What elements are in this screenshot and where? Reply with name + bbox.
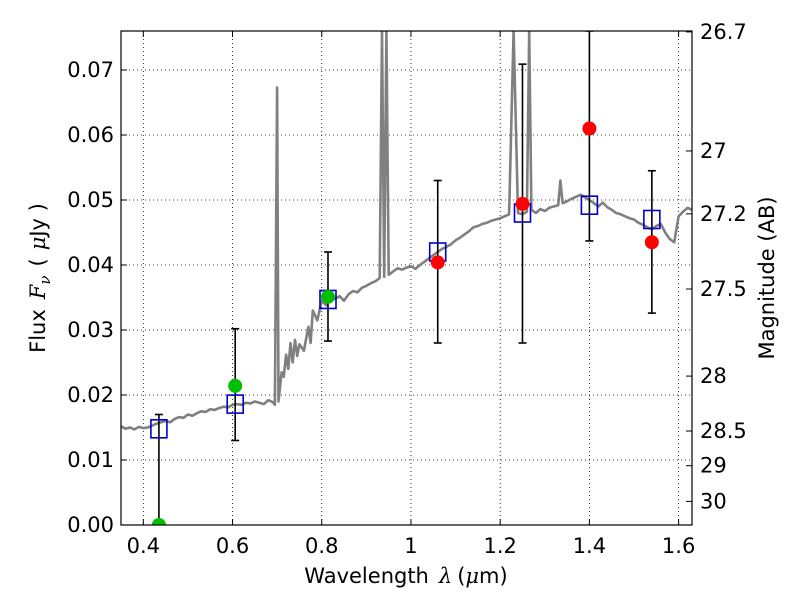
observation-point (644, 235, 659, 250)
y2-tick-label: 29 (700, 454, 727, 478)
observation-point (228, 378, 243, 393)
axes: 0.00 0.01 0.02 0.03 0.04 0.05 0.06 0.07 0.4 0.6 0.… (67, 20, 747, 558)
model-point-square (580, 195, 599, 215)
y-tick-label: 0.01 (67, 448, 114, 472)
observation-point (320, 289, 335, 304)
y-tick-label: 0.07 (67, 58, 114, 82)
observation-point (151, 518, 166, 525)
y-tick-label: 0.02 (67, 383, 114, 407)
x-tick-label: 0.6 (216, 534, 249, 558)
plot-area (121, 31, 692, 525)
y-tick-label: 0.03 (67, 318, 114, 342)
observation-point (430, 255, 445, 270)
plot-frame (120, 30, 693, 526)
y2-tick-label: 26.7 (700, 20, 747, 44)
x-tick-label: 1.6 (662, 534, 695, 558)
x-axis-label: Wavelength λ (μm) (304, 564, 507, 588)
x-tick-label: 1.4 (573, 534, 606, 558)
model-point-square (226, 394, 244, 414)
y-tick-label: 0.04 (67, 253, 114, 277)
y2-tick-label: 27 (700, 139, 727, 163)
y2-tick-label: 27.2 (700, 202, 747, 226)
model-point-square (643, 209, 661, 230)
y2-axis-label: Magnitude (AB) (755, 196, 779, 359)
observation-point (582, 121, 597, 136)
x-tick-label: 1 (404, 534, 417, 558)
x-tick-label: 1.2 (483, 534, 516, 558)
y-tick-label: 0.05 (67, 188, 114, 212)
y2-tick-label: 27.5 (700, 277, 747, 301)
y2-tick-label: 28 (700, 364, 727, 388)
y-tick-label: 0.00 (67, 513, 114, 537)
y2-tick-label: 30 (700, 489, 727, 513)
x-tick-label: 0.8 (305, 534, 338, 558)
model-point-square (150, 418, 168, 439)
y-tick-label: 0.06 (67, 123, 114, 147)
observation-point (515, 196, 530, 211)
y-axis-label: FluxFν(μJy ) (26, 203, 54, 353)
x-tick-label: 0.4 (127, 534, 160, 558)
y2-tick-label: 28.5 (700, 419, 747, 443)
